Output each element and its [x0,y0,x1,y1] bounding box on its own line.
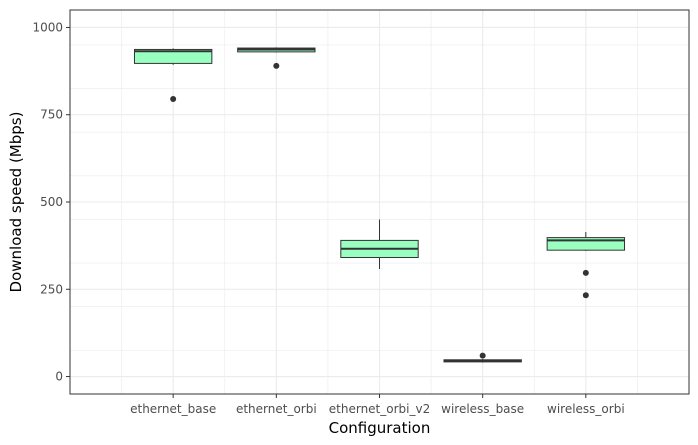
x-tick-label: wireless_base [441,402,524,416]
box-wireless_orbi [546,232,626,299]
box-ethernet_base [133,48,213,103]
x-tick-label: ethernet_orbi [236,402,317,416]
box-series [133,47,626,363]
x-tick-label: wireless_orbi [547,402,625,416]
box-iqr [133,48,213,64]
y-tick-label: 500 [40,195,63,209]
x-axis-title: Configuration [329,419,431,437]
y-axis: 0 250 500 750 1000 [32,20,70,384]
y-tick-label: 750 [40,108,63,122]
x-tick-label: ethernet_orbi_v2 [329,402,430,416]
y-tick-label: 0 [55,370,63,384]
y-tick-label: 250 [40,282,63,296]
box-ethernet_orbi [237,47,316,69]
outlier-point [479,352,486,359]
box-ethernet_orbi_v2 [340,219,419,270]
outlier-point [582,269,589,276]
x-axis: ethernet_base ethernet_orbi ethernet_orbi_… [130,394,625,416]
x-tick-label: ethernet_base [130,402,216,416]
y-axis-title: Download speed (Mbps) [7,112,25,293]
outlier-point [170,96,177,103]
outlier-point [582,292,589,299]
grid-lines [70,10,689,394]
y-tick-label: 1000 [32,20,63,34]
box-wireless_base [443,352,522,363]
outlier-point [273,62,280,69]
